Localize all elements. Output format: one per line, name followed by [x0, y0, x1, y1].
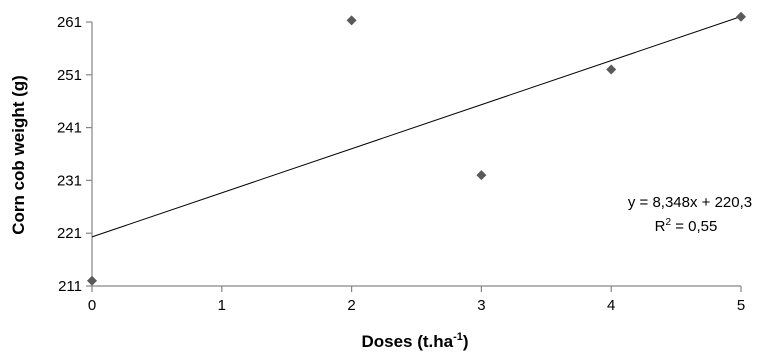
- ticks: 211 221 231 241 251 261 0 1 2 3 4 5: [57, 14, 745, 314]
- x-axis-title: Doses (t.ha-1): [361, 331, 468, 351]
- x-tick-label: 5: [737, 297, 745, 314]
- r-squared-sup: 2: [665, 217, 671, 228]
- x-tick-label: 3: [477, 297, 485, 314]
- x-axis-title-sup: -1: [453, 331, 463, 343]
- trendline-equation: y = 8,348x + 220,3: [628, 194, 752, 211]
- y-tick-label: 211: [58, 278, 82, 295]
- data-point: [476, 170, 487, 181]
- y-tick-label: 251: [57, 67, 82, 84]
- x-axis-title-main: Doses (t.ha: [361, 332, 453, 351]
- data-point: [606, 64, 617, 75]
- r-squared-value: = 0,55: [671, 218, 717, 235]
- r-squared-prefix: R: [655, 218, 666, 235]
- trendline-group: [91, 16, 742, 238]
- data-point: [736, 11, 746, 22]
- data-point: [346, 15, 357, 26]
- x-tick-label: 1: [218, 297, 226, 314]
- data-points: [87, 11, 746, 286]
- trendline: [91, 16, 742, 238]
- y-tick-label: 231: [57, 172, 82, 189]
- x-tick-label: 2: [347, 297, 355, 314]
- x-axis-title-end: ): [463, 332, 469, 351]
- y-tick-label: 261: [57, 14, 82, 31]
- y-tick-label: 221: [57, 225, 82, 242]
- x-tick-label: 4: [607, 297, 615, 314]
- y-axis-title: Corn cob weight (g): [9, 75, 28, 235]
- x-tick-label: 0: [88, 297, 96, 314]
- data-point: [87, 275, 97, 286]
- r-squared-label: R2 = 0,55: [655, 217, 718, 235]
- axes: [91, 22, 741, 287]
- y-tick-label: 241: [57, 120, 82, 137]
